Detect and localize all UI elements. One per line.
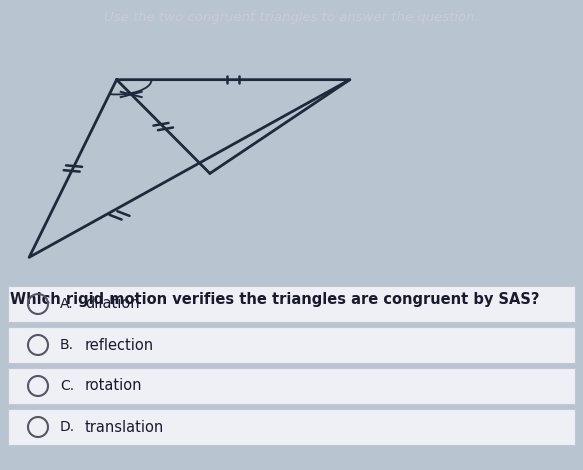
Text: D.: D. [60,420,75,434]
Text: C.: C. [60,379,74,393]
Text: reflection: reflection [85,337,154,352]
Text: dilation: dilation [85,297,139,312]
Text: rotation: rotation [85,378,142,393]
FancyBboxPatch shape [8,327,575,363]
Text: Which rigid motion verifies the triangles are congruent by SAS?: Which rigid motion verifies the triangle… [10,292,539,307]
FancyBboxPatch shape [8,368,575,404]
Text: B.: B. [60,338,74,352]
Text: translation: translation [85,420,164,434]
FancyBboxPatch shape [8,409,575,445]
FancyBboxPatch shape [8,286,575,322]
Text: A.: A. [60,297,73,311]
Text: Use the two congruent triangles to answer the question.: Use the two congruent triangles to answe… [104,11,479,24]
